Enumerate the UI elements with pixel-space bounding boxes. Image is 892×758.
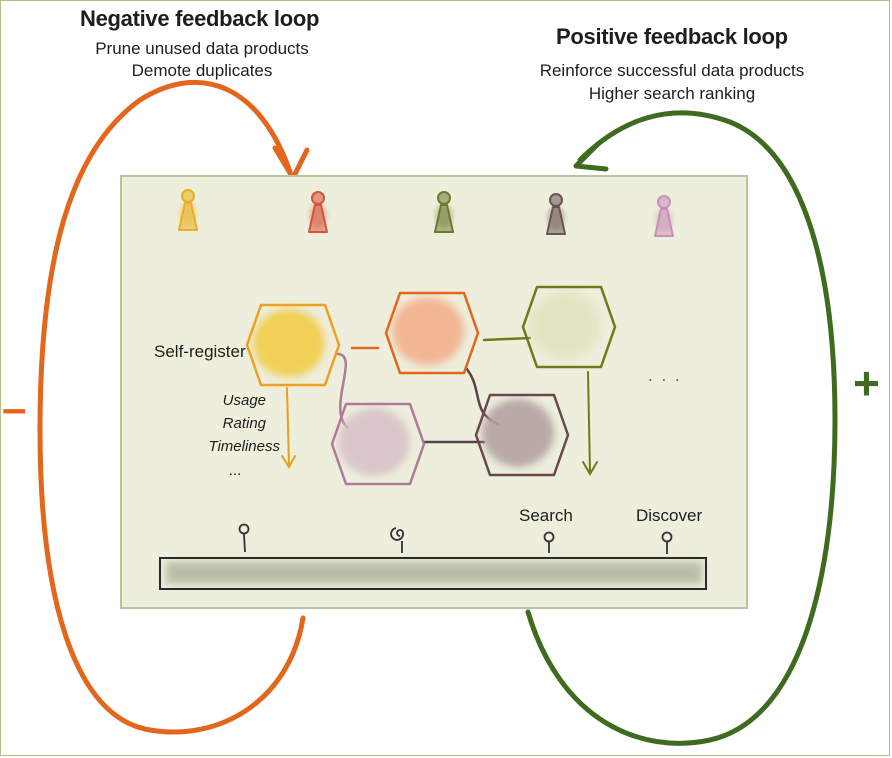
data-product-hexagon-3	[521, 285, 617, 369]
metrics-down-arrow	[281, 387, 296, 469]
discover-label: Discover	[636, 506, 703, 525]
metric-timeliness: Timeliness	[208, 438, 280, 455]
negative-sign: –	[2, 384, 27, 433]
more-products-ellipsis: . . .	[648, 366, 682, 385]
search-pin-icon	[543, 531, 555, 553]
metric-usage: Usage	[222, 392, 266, 409]
discover-pin-icon	[661, 531, 673, 554]
positive-sign: +	[853, 357, 880, 409]
metric-ellipsis: ...	[228, 462, 242, 479]
user-icon-1	[178, 189, 198, 231]
user-icon-3	[434, 191, 454, 233]
metric-rating: Rating	[222, 415, 266, 432]
search-label: Search	[519, 506, 573, 525]
negative-loop-line-2: Demote duplicates	[131, 61, 273, 80]
user-icon-2	[308, 191, 328, 233]
negative-loop-line-1: Prune unused data products	[95, 39, 309, 58]
positive-loop-title: Positive feedback loop	[556, 24, 788, 49]
pin-icon-1	[238, 523, 250, 553]
user-icon-5	[654, 195, 674, 237]
user-icons-row	[178, 189, 674, 237]
catalog-panel	[120, 175, 748, 609]
data-product-hexagon-4	[330, 402, 426, 486]
search-down-arrow	[582, 371, 598, 476]
positive-loop-arrow	[525, 110, 838, 746]
negative-loop-title: Negative feedback loop	[80, 6, 320, 31]
spiral-pin-icon	[390, 527, 404, 553]
data-product-hexagon-1	[245, 303, 341, 387]
data-product-hexagon-5	[474, 393, 570, 477]
data-product-hexagon-2	[384, 291, 480, 375]
positive-loop-line-2: Higher search ranking	[588, 84, 756, 103]
positive-loop-line-1: Reinforce successful data products	[539, 61, 805, 80]
self-register-label: Self-register	[154, 342, 246, 361]
user-icon-4	[546, 193, 566, 235]
platform-bar	[159, 557, 707, 590]
